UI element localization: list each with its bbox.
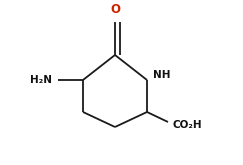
Text: O: O <box>110 3 120 16</box>
Text: CO₂H: CO₂H <box>172 120 202 130</box>
Text: NH: NH <box>153 70 171 80</box>
Text: H₂N: H₂N <box>30 75 52 85</box>
